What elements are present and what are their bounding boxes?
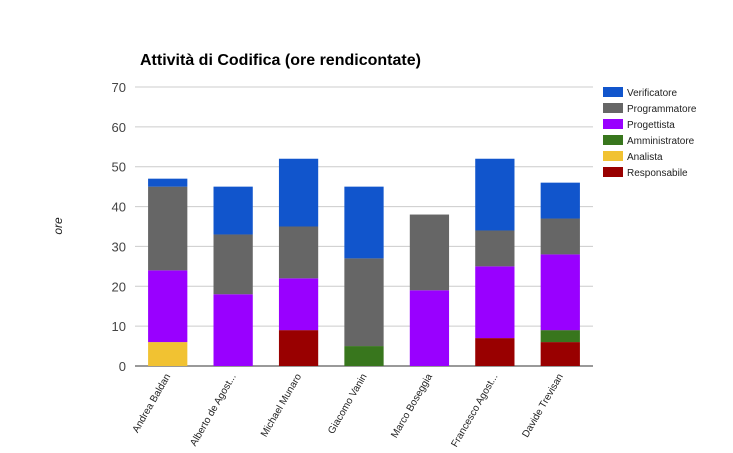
y-tick-label: 70 bbox=[112, 80, 126, 95]
x-tick-label: Giacomo Vanin bbox=[326, 372, 369, 436]
bar-segment bbox=[475, 158, 515, 231]
bar-segment bbox=[278, 278, 319, 331]
x-tick-label: Francesco Agost... bbox=[450, 372, 501, 449]
bar-segment bbox=[278, 330, 319, 366]
bars bbox=[148, 158, 580, 366]
x-tick-label: Andrea Baldan bbox=[131, 372, 174, 435]
bar-segment bbox=[344, 346, 384, 366]
bar-segment bbox=[409, 214, 450, 291]
legend-swatch bbox=[603, 103, 623, 113]
bar-segment bbox=[213, 234, 253, 295]
bar-segment bbox=[409, 290, 450, 366]
legend-swatch bbox=[603, 135, 623, 145]
chart-title: Attività di Codifica (ore rendicontate) bbox=[140, 52, 421, 69]
legend-swatch bbox=[603, 87, 623, 97]
bar-segment bbox=[148, 178, 188, 187]
y-tick-label: 20 bbox=[112, 279, 126, 294]
bar-segment bbox=[540, 218, 580, 255]
bar-segment bbox=[540, 182, 580, 219]
bar-segment bbox=[148, 270, 188, 343]
bar-segment bbox=[540, 342, 580, 366]
y-axis-label: ore bbox=[51, 217, 65, 235]
y-tick-label: 30 bbox=[112, 239, 126, 254]
legend-label: Progettista bbox=[627, 120, 675, 131]
legend-swatch bbox=[603, 167, 623, 177]
legend-label: Analista bbox=[627, 152, 663, 163]
bar-segment bbox=[148, 186, 188, 271]
legend-label: Responsabile bbox=[627, 168, 688, 179]
legend-label: Amministratore bbox=[627, 136, 695, 147]
bar-segment bbox=[344, 186, 384, 259]
x-tick-label: Alberto de Agost... bbox=[188, 372, 238, 448]
bar-segment bbox=[278, 226, 319, 279]
bar-segment bbox=[475, 338, 515, 366]
bar-segment bbox=[475, 230, 515, 267]
legend-swatch bbox=[603, 151, 623, 161]
legend-label: Verificatore bbox=[627, 88, 677, 99]
bar-segment bbox=[344, 258, 384, 347]
y-tick-label: 10 bbox=[112, 319, 126, 334]
y-tick-label: 60 bbox=[112, 120, 126, 135]
legend-label: Programmatore bbox=[627, 104, 697, 115]
x-axis-ticks: Andrea Baldan Alberto de Agost... Michael … bbox=[131, 372, 566, 450]
legend-swatch bbox=[603, 119, 623, 129]
bar-segment bbox=[213, 186, 253, 235]
bar-segment bbox=[213, 294, 253, 366]
bar-segment bbox=[278, 158, 319, 227]
x-tick-label: Davide Trevisan bbox=[521, 372, 566, 440]
y-axis-ticks: 0 10 20 30 40 50 60 70 bbox=[112, 80, 126, 374]
x-tick-label: Marco Boseggia bbox=[389, 372, 435, 440]
bar-segment bbox=[540, 254, 580, 331]
legend: Verificatore Programmatore Progettista Ammi… bbox=[603, 87, 697, 179]
bar-segment bbox=[148, 342, 188, 366]
y-tick-label: 50 bbox=[112, 160, 126, 175]
bar-segment bbox=[540, 330, 580, 343]
x-tick-label: Michael Munaro bbox=[259, 372, 304, 439]
y-tick-label: 0 bbox=[119, 359, 126, 374]
bar-segment bbox=[475, 266, 515, 339]
y-tick-label: 40 bbox=[112, 200, 126, 215]
